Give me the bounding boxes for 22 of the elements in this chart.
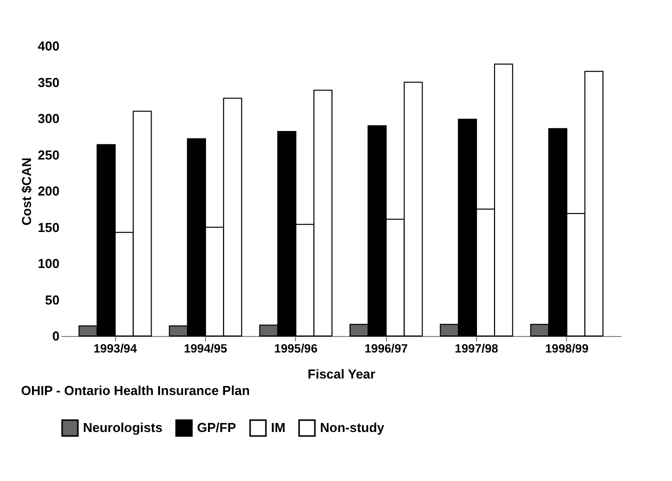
x-axis-title: Fiscal Year bbox=[308, 366, 376, 382]
y-tick-label: 200 bbox=[38, 184, 60, 198]
y-tick-label: 0 bbox=[52, 328, 60, 344]
y-tick-label: 400 bbox=[38, 38, 60, 54]
x-tick-label: 1998/99 bbox=[545, 342, 589, 356]
y-tick-label: 150 bbox=[38, 220, 60, 235]
legend-label: IM bbox=[271, 420, 286, 436]
x-tick-label: 1995/96 bbox=[274, 342, 318, 356]
y-tick-label: 250 bbox=[38, 147, 60, 162]
x-tick-label: 1996/97 bbox=[364, 342, 408, 356]
y-tick-label: 100 bbox=[38, 256, 60, 271]
legend-label: GP/FP bbox=[197, 420, 236, 436]
y-tick-label: 50 bbox=[45, 292, 60, 308]
legend-label: Non-study bbox=[320, 420, 386, 436]
y-axis-title: Cost $CAN bbox=[18, 158, 34, 226]
x-tick-label: 1997/98 bbox=[454, 342, 498, 356]
x-tick-label: 1994/95 bbox=[184, 342, 228, 356]
legend-label: Neurologists bbox=[83, 420, 162, 436]
y-tick-label: 300 bbox=[38, 111, 60, 126]
y-tick-label: 350 bbox=[38, 74, 60, 90]
x-tick-label: 1993/94 bbox=[94, 342, 138, 356]
text: OHIP - Ontario Health Insurance Plan bbox=[21, 383, 250, 398]
